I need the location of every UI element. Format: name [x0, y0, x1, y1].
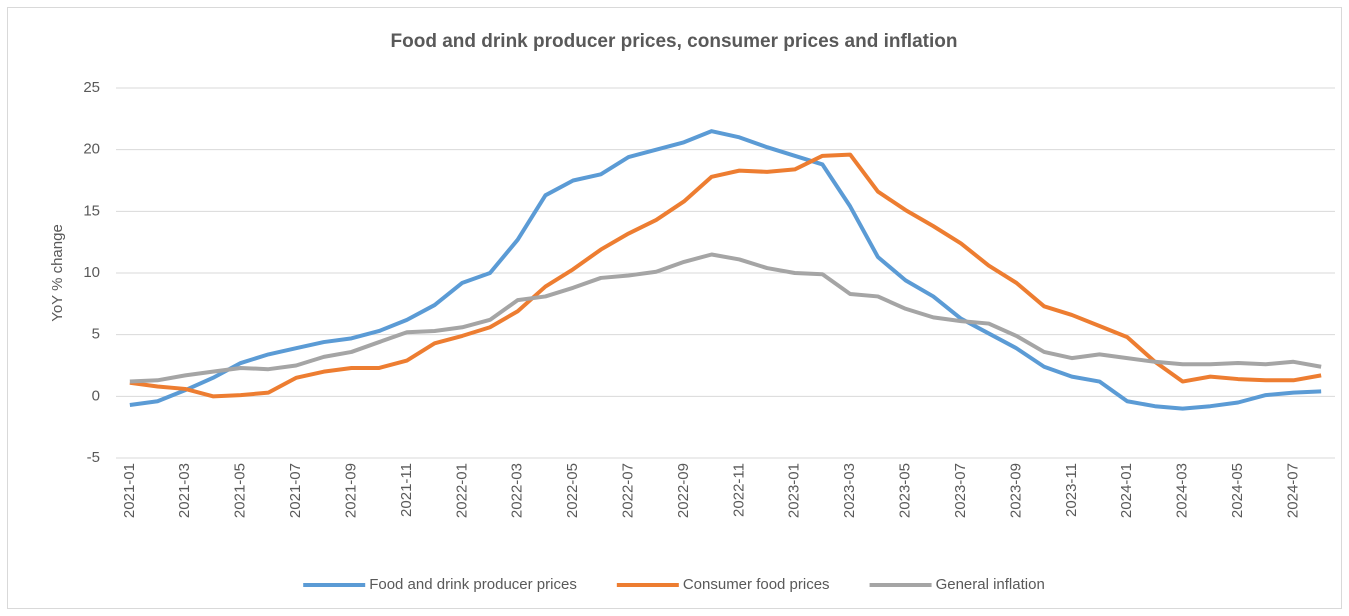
y-tick-label: 0 [92, 387, 100, 404]
x-tick-label: 2021-11 [398, 463, 415, 517]
y-axis-label: YoY % change [49, 224, 66, 322]
x-tick-label: 2024-07 [1284, 463, 1301, 518]
x-tick-label: 2023-11 [1063, 463, 1080, 517]
chart-border [7, 7, 1342, 609]
x-tick-label: 2022-01 [453, 463, 470, 518]
series-line [129, 252, 1322, 384]
x-tick-label: 2022-03 [509, 463, 526, 518]
y-tick-label: 20 [83, 141, 100, 158]
x-tick-label: 2022-05 [564, 463, 581, 518]
legend-label: General inflation [936, 576, 1045, 593]
x-tick-label: 2022-11 [730, 463, 747, 517]
series-line [129, 129, 1322, 411]
x-tick-label: 2023-09 [1007, 463, 1024, 518]
legend-label: Food and drink producer prices [369, 576, 577, 593]
x-tick-label: 2024-03 [1174, 463, 1191, 518]
legend-label: Consumer food prices [683, 576, 830, 593]
x-tick-label: 2024-01 [1118, 463, 1135, 518]
x-tick-label: 2023-05 [897, 463, 914, 518]
x-tick-label: 2024-05 [1229, 463, 1246, 518]
x-tick-label: 2023-03 [841, 463, 858, 518]
y-tick-label: 5 [92, 326, 100, 343]
x-tick-label: 2021-03 [176, 463, 193, 518]
x-tick-label: 2023-01 [786, 463, 803, 518]
y-tick-label: 15 [83, 202, 100, 219]
x-tick-label: 2021-05 [232, 463, 249, 518]
x-tick-label: 2021-01 [121, 463, 138, 518]
y-tick-label: 10 [83, 264, 100, 281]
x-tick-label: 2023-07 [952, 463, 969, 518]
x-tick-label: 2021-07 [287, 463, 304, 518]
chart-title: Food and drink producer prices, consumer… [391, 31, 958, 52]
y-tick-label: 25 [83, 79, 100, 96]
x-tick-label: 2022-07 [620, 463, 637, 518]
y-tick-label: -5 [87, 449, 100, 466]
series-line [129, 152, 1322, 399]
x-tick-label: 2021-09 [342, 463, 359, 518]
x-tick-label: 2022-09 [675, 463, 692, 518]
